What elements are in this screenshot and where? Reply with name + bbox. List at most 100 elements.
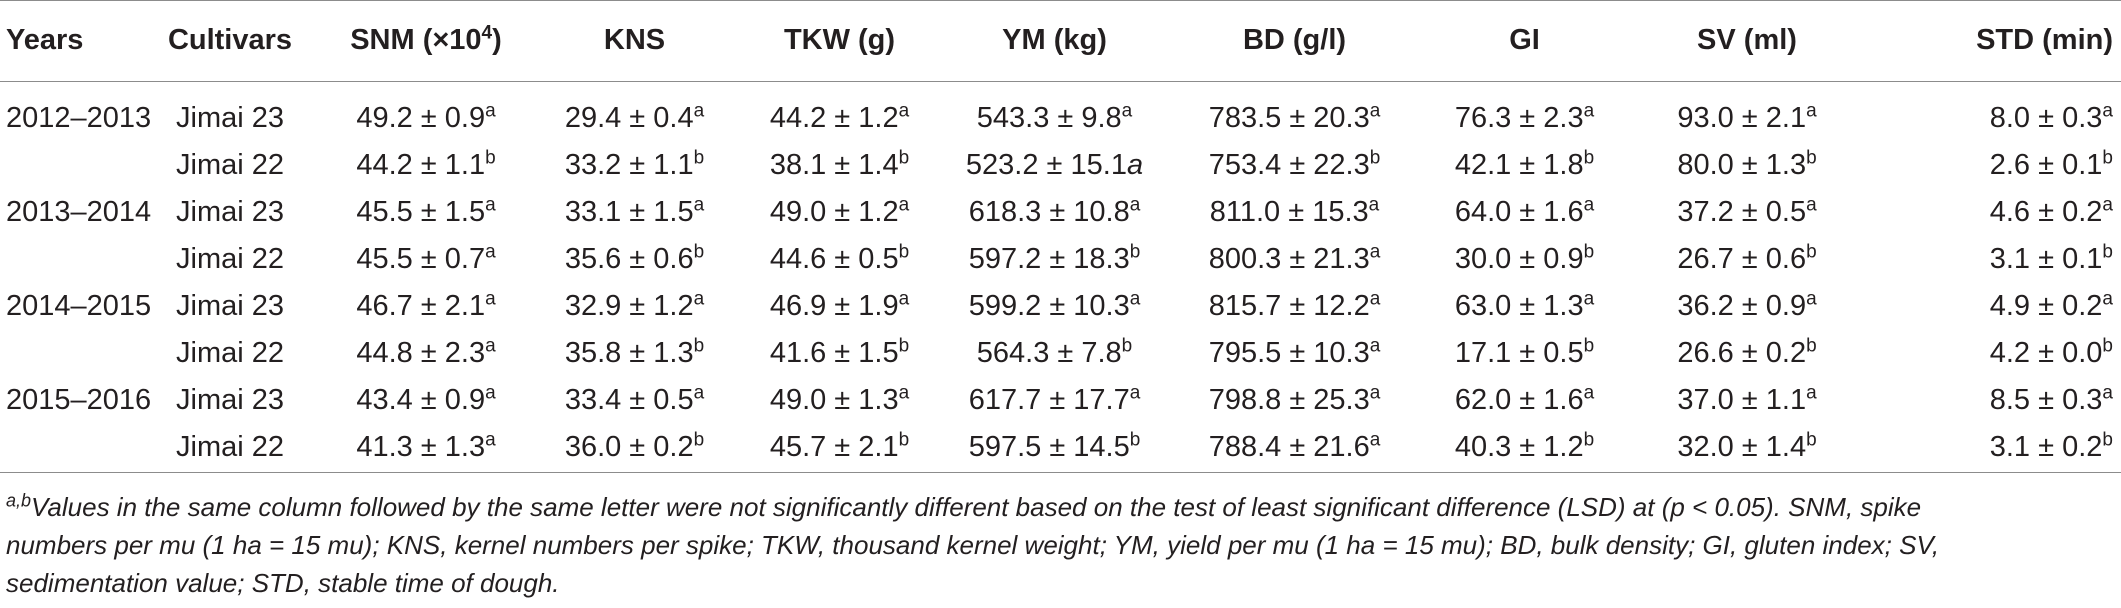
cell-bd: 783.5 ± 20.3a [1167,81,1422,142]
cell-value: 44.2 ± 1.1 [356,149,486,181]
cell-bd: 815.7 ± 12.2a [1167,283,1422,330]
cell-value: 76.3 ± 2.3 [1454,102,1584,134]
header-row: Years Cultivars SNM (×104) KNS TKW (g) Y… [0,0,2121,81]
cell-significance-letter: b [1583,147,1595,169]
cell-significance-letter: a [898,194,910,216]
cell-value: 30.0 ± 0.9 [1454,243,1584,275]
cell-value: 3.1 ± 0.2 [1989,431,2103,463]
cell-value: 49.2 ± 0.9 [356,102,486,134]
cell-cultivar: Jimai 23 [176,196,284,228]
cell-cultivar: Jimai 22 [176,243,284,275]
cell-significance-letter: a [898,288,910,310]
cell-bd: 795.5 ± 10.3a [1167,330,1422,377]
cell-significance-letter: a [1806,288,1817,310]
cell-gi: 42.1 ± 1.8b [1422,142,1627,189]
cell-gi: 62.0 ± 1.6a [1422,377,1627,424]
cell-value: 597.2 ± 18.3 [968,243,1130,275]
cell-sv: 26.7 ± 0.6b [1627,236,1867,283]
header-rule [0,81,2121,82]
cell-significance-letter: a [485,241,496,263]
cell-sv: 26.6 ± 0.2b [1627,330,1867,377]
cell-value: 40.3 ± 1.2 [1454,431,1584,463]
cell-significance-letter: a [2102,288,2113,310]
cell-ym: 617.7 ± 17.7a [942,377,1167,424]
cell-significance-letter: b [1583,241,1595,263]
cell-gi: 30.0 ± 0.9b [1422,236,1627,283]
cell-bd: 788.4 ± 21.6a [1167,424,1422,471]
cell-significance-letter: b [898,335,910,357]
cell-value: 798.8 ± 25.3 [1208,384,1370,416]
cell-tkw: 46.9 ± 1.9a [737,283,942,330]
cell-significance-letter: a [898,382,910,404]
header-snm: SNM (×104) [350,22,502,56]
cell-sv: 32.0 ± 1.4b [1627,424,1867,471]
cell-value: 44.2 ± 1.2 [769,102,899,134]
cell-cultivar: Jimai 23 [176,102,284,134]
table-row: 2012–2013 Jimai 23 49.2 ± 0.9a 29.4 ± 0.4a 4… [0,81,2121,142]
cell-snm: 45.5 ± 1.5a [320,189,532,236]
cell-significance-letter: b [1369,147,1381,169]
cell-value: 783.5 ± 20.3 [1208,102,1370,134]
cell-value: 93.0 ± 2.1 [1677,102,1807,134]
cell-significance-letter: b [1806,241,1817,263]
cell-kns: 36.0 ± 0.2b [532,424,737,471]
cell-value: 26.7 ± 0.6 [1677,243,1807,275]
cell-value: 33.2 ± 1.1 [564,149,694,181]
cell-value: 45.5 ± 0.7 [356,243,486,275]
results-table: Years Cultivars SNM (×104) KNS TKW (g) Y… [0,0,2121,471]
cell-value: 46.7 ± 2.1 [356,290,486,322]
cell-year: 2013–2014 [6,196,152,228]
cell-significance-letter: a [2102,194,2113,216]
cell-cultivar: Jimai 23 [176,384,284,416]
cell-value: 43.4 ± 0.9 [356,384,486,416]
cell-tkw: 45.7 ± 2.1b [737,424,942,471]
cell-value: 32.0 ± 1.4 [1677,431,1807,463]
cell-std: 8.0 ± 0.3a [1867,81,2121,142]
cell-significance-letter: b [1129,429,1141,451]
cell-gi: 17.1 ± 0.5b [1422,330,1627,377]
table-row: Jimai 22 41.3 ± 1.3a 36.0 ± 0.2b 45.7 ± 2.1… [0,424,2121,471]
cell-significance-letter: a [1369,100,1381,122]
cell-significance-letter: a [2102,100,2113,122]
cell-value: 45.5 ± 1.5 [356,196,486,228]
cell-std: 8.5 ± 0.3a [1867,377,2121,424]
cell-significance-letter: a [1369,241,1381,263]
cell-cultivar: Jimai 22 [176,149,284,181]
cell-significance-letter: b [693,241,705,263]
cell-tkw: 44.2 ± 1.2a [737,81,942,142]
cell-significance-letter: a [1129,288,1141,310]
cell-significance-letter: b [693,335,705,357]
cell-value: 64.0 ± 1.6 [1454,196,1584,228]
cell-snm: 45.5 ± 0.7a [320,236,532,283]
cell-significance-letter: b [2102,241,2113,263]
cell-value: 41.6 ± 1.5 [769,337,899,369]
cell-kns: 35.6 ± 0.6b [532,236,737,283]
cell-value: 815.7 ± 12.2 [1208,290,1370,322]
cell-significance-letter: a [693,288,705,310]
cell-significance-letter: a [1583,382,1595,404]
cell-sv: 37.0 ± 1.1a [1627,377,1867,424]
cell-value: 26.6 ± 0.2 [1677,337,1807,369]
cell-value: 4.2 ± 0.0 [1989,337,2103,369]
table-body: 2012–2013 Jimai 23 49.2 ± 0.9a 29.4 ± 0.4a 4… [0,81,2121,471]
cell-significance-letter: a [1369,382,1381,404]
cell-kns: 33.4 ± 0.5a [532,377,737,424]
cell-sv: 36.2 ± 0.9a [1627,283,1867,330]
cell-std: 3.1 ± 0.2b [1867,424,2121,471]
cell-std: 4.6 ± 0.2a [1867,189,2121,236]
cell-significance-letter: a [1806,382,1817,404]
cell-value: 41.3 ± 1.3 [356,431,486,463]
cell-cultivar: Jimai 22 [176,337,284,369]
cell-std: 4.9 ± 0.2a [1867,283,2121,330]
cell-significance-letter: a [485,335,496,357]
cell-significance-letter: b [898,429,910,451]
cell-significance-letter: b [1806,335,1817,357]
cell-kns: 35.8 ± 1.3b [532,330,737,377]
table-row: 2013–2014 Jimai 23 45.5 ± 1.5a 33.1 ± 1.5a 4… [0,189,2121,236]
cell-value: 4.9 ± 0.2 [1989,290,2103,322]
cell-std: 2.6 ± 0.1b [1867,142,2121,189]
cell-tkw: 44.6 ± 0.5b [737,236,942,283]
cell-value: 49.0 ± 1.3 [769,384,899,416]
cell-significance-letter: b [1806,147,1817,169]
cell-value: 543.3 ± 9.8 [976,102,1122,134]
